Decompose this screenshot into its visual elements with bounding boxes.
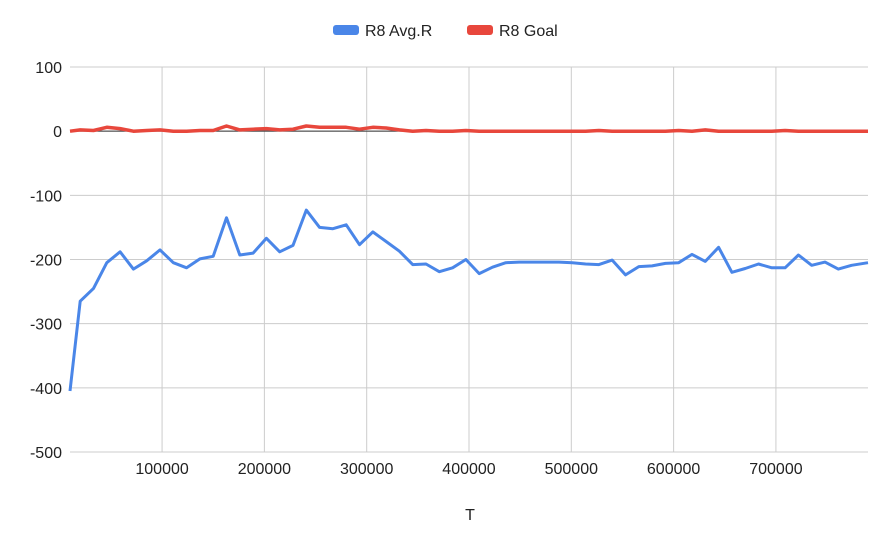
y-tick-label: -400 — [30, 381, 62, 398]
legend-swatch — [467, 25, 493, 35]
series-line-avg-r — [68, 208, 869, 392]
gridlines — [70, 66, 868, 453]
x-axis-title: T — [465, 507, 475, 524]
series-line-goal — [69, 124, 868, 133]
y-tick-label: 0 — [53, 124, 62, 141]
legend-label: R8 Goal — [499, 23, 558, 40]
x-tick-label: 200000 — [238, 461, 291, 478]
x-tick-label: 500000 — [545, 461, 598, 478]
y-tick-label: -300 — [30, 317, 62, 334]
x-axis-ticks: 100000 200000 300000 400000 500000 600000 7000… — [135, 461, 802, 478]
x-tick-label: 600000 — [647, 461, 700, 478]
legend: R8 Avg.R R8 Goal — [333, 23, 558, 40]
legend-label: R8 Avg.R — [365, 23, 432, 40]
y-tick-label: -200 — [30, 253, 62, 270]
y-axis-ticks: 100 0 -100 -200 -300 -400 -500 — [30, 60, 62, 462]
y-tick-label: 100 — [35, 60, 62, 77]
x-tick-label: 100000 — [135, 461, 188, 478]
x-tick-label: 400000 — [442, 461, 495, 478]
y-tick-label: -500 — [30, 445, 62, 462]
legend-swatch — [333, 25, 359, 35]
x-tick-label: 300000 — [340, 461, 393, 478]
x-tick-label: 700000 — [749, 461, 802, 478]
y-tick-label: -100 — [30, 188, 62, 205]
series-lines — [68, 124, 869, 392]
